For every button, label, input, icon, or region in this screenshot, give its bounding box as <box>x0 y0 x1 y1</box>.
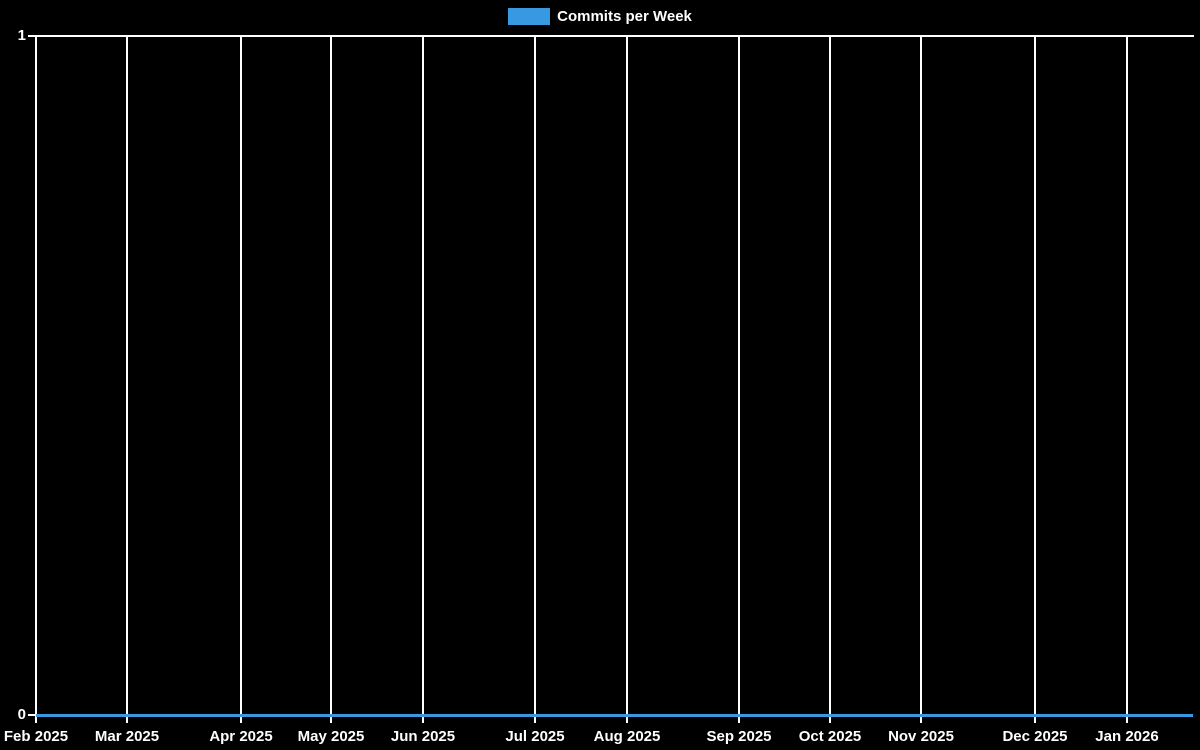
gridline-x <box>1126 36 1128 723</box>
y-axis-label-min: 0 <box>17 706 26 723</box>
gridline-x <box>330 36 332 723</box>
gridline-x <box>920 36 922 723</box>
y-tick-min <box>28 714 36 716</box>
gridline-x <box>626 36 628 723</box>
gridline-x <box>534 36 536 723</box>
x-axis-tick-label: Dec 2025 <box>1002 728 1068 745</box>
x-axis-tick-label: Apr 2025 <box>209 728 273 745</box>
gridline-x <box>738 36 740 723</box>
x-axis-tick-label: Jul 2025 <box>505 728 565 745</box>
x-axis-tick-label: Feb 2025 <box>3 728 69 745</box>
gridline-x <box>35 36 37 723</box>
y-axis-label-max: 1 <box>17 27 26 44</box>
legend-item-commits[interactable]: Commits per Week <box>508 8 692 25</box>
gridline-y-max <box>28 35 1194 37</box>
series-line-commits <box>36 713 1193 717</box>
x-axis-tick-label: Aug 2025 <box>593 728 661 745</box>
x-axis-tick-label: May 2025 <box>297 728 365 745</box>
gridline-x <box>126 36 128 723</box>
x-axis-tick-label: Jan 2026 <box>1095 728 1159 745</box>
legend-label: Commits per Week <box>557 8 692 25</box>
x-axis-tick-label: Nov 2025 <box>888 728 954 745</box>
legend-swatch-icon <box>508 8 551 25</box>
y-tick-max <box>28 35 36 37</box>
x-axis-tick-label: Jun 2025 <box>390 728 456 745</box>
gridline-x <box>829 36 831 723</box>
x-axis-tick-label: Mar 2025 <box>94 728 160 745</box>
x-axis-tick-label: Oct 2025 <box>798 728 862 745</box>
legend: Commits per Week <box>0 7 1200 26</box>
gridline-x <box>1034 36 1036 723</box>
x-axis-tick-label: Sep 2025 <box>706 728 772 745</box>
gridline-x <box>240 36 242 723</box>
gridline-x <box>422 36 424 723</box>
